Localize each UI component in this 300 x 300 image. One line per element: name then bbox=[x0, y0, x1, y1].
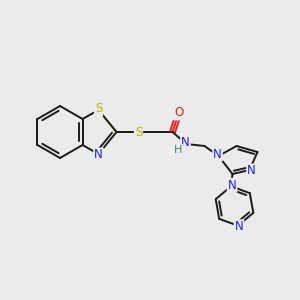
Text: N: N bbox=[247, 164, 256, 178]
Text: O: O bbox=[174, 106, 183, 119]
Text: N: N bbox=[235, 220, 243, 233]
Text: S: S bbox=[135, 125, 142, 139]
Text: N: N bbox=[213, 148, 222, 160]
Text: S: S bbox=[95, 103, 102, 116]
Text: N: N bbox=[181, 136, 190, 149]
Text: N: N bbox=[228, 179, 236, 192]
Text: H: H bbox=[174, 145, 183, 155]
Text: N: N bbox=[94, 148, 103, 161]
